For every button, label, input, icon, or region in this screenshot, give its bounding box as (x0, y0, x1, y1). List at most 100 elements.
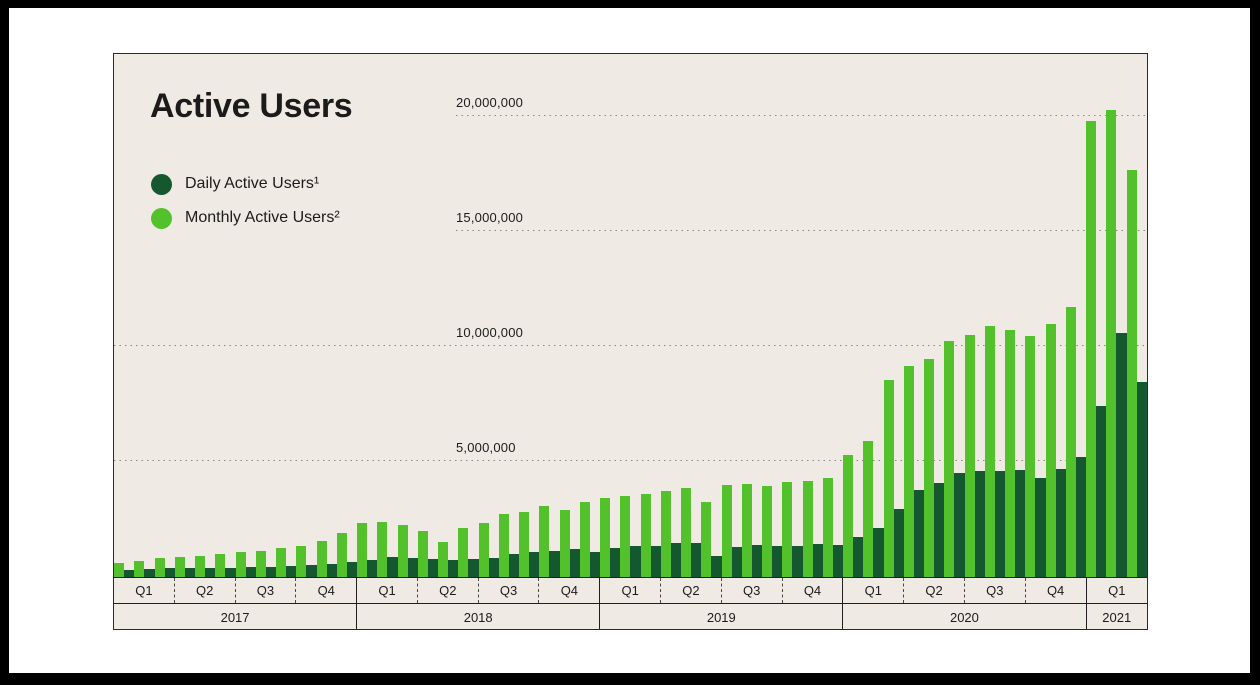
mau-bar (1126, 169, 1137, 577)
dau-bar (549, 551, 560, 577)
mau-bar (903, 365, 914, 577)
year-label-2019: 2019 (599, 604, 842, 629)
year-row: 2017 2018 2019 2020 2021 (114, 604, 1147, 629)
month-bars (782, 62, 803, 577)
dau-bar (751, 545, 762, 577)
quarter-label: Q1 (135, 583, 153, 598)
dau-bar (205, 567, 216, 577)
month-bars (417, 62, 438, 577)
dau-bar (1035, 478, 1046, 577)
dau-bar (1136, 382, 1147, 577)
month-bars (154, 62, 175, 577)
quarter-label: Q3 (963, 578, 1025, 603)
mau-bar (539, 506, 550, 577)
mau-bar (235, 552, 246, 577)
dau-bar (670, 543, 681, 577)
month-bars (660, 62, 681, 577)
month-bars (1106, 62, 1127, 577)
dau-bar (954, 472, 965, 577)
mau-bar (114, 563, 125, 577)
dau-bar (812, 544, 823, 577)
month-bars (478, 62, 499, 577)
month-bars (741, 62, 762, 577)
bars (114, 62, 1147, 577)
dau-bar (711, 555, 722, 577)
monthly-active-users-swatch-icon (151, 207, 172, 229)
month-bars (863, 62, 884, 577)
mau-bar (458, 528, 469, 577)
mau-bar (640, 494, 651, 577)
dau-bar (1096, 405, 1107, 577)
quarter-label: Q4 (295, 578, 356, 603)
month-bars (1005, 62, 1026, 577)
dau-bar (124, 570, 135, 577)
mau-bar (1025, 336, 1036, 577)
dau-bar (650, 545, 661, 577)
quarter-label: Q3 (477, 578, 539, 603)
mau-bar (276, 548, 287, 577)
mau-bar (741, 483, 752, 577)
month-bars (397, 62, 418, 577)
active-users-chart-panel: Active Users Daily Active Users¹ Monthly… (113, 53, 1148, 630)
mau-bar (195, 555, 206, 577)
y-tick-label: 15,000,000 (456, 210, 524, 225)
quarter-label: Q4 (538, 578, 599, 603)
quarter-row: Q1 Q2 Q3 Q4 Q1 Q2 Q3 Q4 Q1 Q2 Q3 Q4 Q1 Q2 Q3 Q4 Q1 (114, 578, 1147, 604)
y-tick-label: 5,000,000 (456, 440, 516, 455)
mau-bar (478, 522, 489, 577)
dau-bar (1075, 457, 1086, 577)
mau-bar (215, 554, 226, 577)
month-bars (296, 62, 317, 577)
dau-bar (245, 566, 256, 577)
dau-bar (488, 558, 499, 577)
legend-item-daily-active-users: Daily Active Users¹ (151, 167, 340, 201)
mau-bar (944, 341, 955, 577)
month-bars (984, 62, 1005, 577)
year-quarters-2017: Q1 Q2 Q3 Q4 (114, 578, 356, 603)
month-bars (1045, 62, 1066, 577)
dau-bar (225, 567, 236, 577)
month-bars (174, 62, 195, 577)
month-bars (640, 62, 661, 577)
legend-item-monthly-active-users: Monthly Active Users² (151, 201, 340, 235)
legend-label-monthly: Monthly Active Users² (185, 209, 340, 226)
quarter-label: Q2 (903, 578, 964, 603)
mau-bar (579, 501, 590, 577)
mau-bar (600, 498, 611, 577)
gridline-20,000,000 (456, 115, 1147, 117)
mau-bar (883, 379, 894, 577)
month-bars (559, 62, 580, 577)
dau-bar (893, 508, 904, 577)
month-bars (964, 62, 985, 577)
legend-label-daily: Daily Active Users¹ (185, 175, 320, 192)
dau-bar (853, 536, 864, 577)
mau-bar (620, 495, 631, 577)
month-bars (276, 62, 297, 577)
dau-bar (306, 565, 317, 577)
dau-bar (873, 528, 884, 577)
month-bars (620, 62, 641, 577)
month-bars (579, 62, 600, 577)
quarter-label: Q2 (416, 578, 478, 603)
mau-bar (174, 556, 185, 577)
month-bars (802, 62, 823, 577)
dau-bar (994, 470, 1005, 577)
mau-bar (1086, 120, 1097, 577)
slide: Active Users Daily Active Users¹ Monthly… (9, 8, 1250, 673)
year-label-2020: 2020 (842, 604, 1085, 629)
mau-bar (762, 486, 773, 577)
quarter-label: Q3 (234, 578, 296, 603)
mau-bar (296, 545, 307, 577)
year-label-2017: 2017 (220, 609, 250, 625)
legend: Daily Active Users¹ Monthly Active Users… (151, 167, 340, 235)
dau-bar (184, 568, 195, 577)
month-bars (519, 62, 540, 577)
y-tick-label: 20,000,000 (456, 95, 524, 110)
dau-bar (387, 557, 398, 577)
dau-bar (448, 559, 459, 577)
month-bars (235, 62, 256, 577)
mau-bar (1065, 306, 1076, 577)
mau-bar (924, 359, 935, 577)
month-bars (255, 62, 276, 577)
mau-bar (316, 541, 327, 577)
